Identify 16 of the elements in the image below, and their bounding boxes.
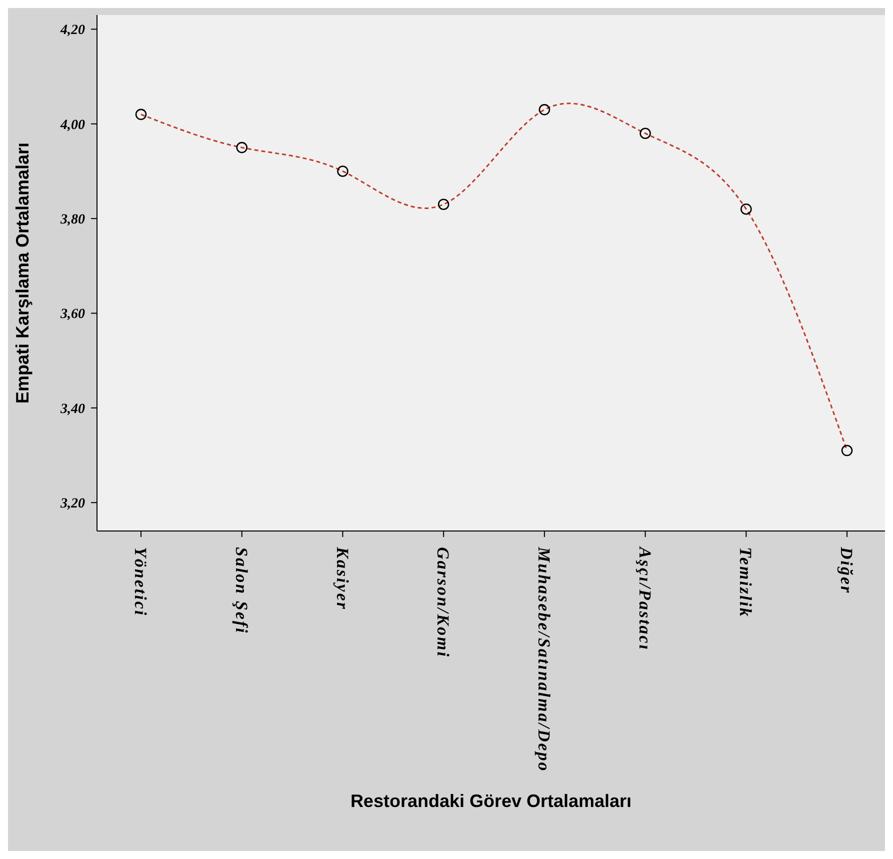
y-tick-label: 3,80 [60, 212, 85, 228]
x-tick-label: Muhasebe/Satınalma/Depo [534, 546, 554, 772]
y-tick-label: 3,60 [60, 307, 85, 322]
x-tick-label: Aşçı/Pastacı [635, 546, 654, 651]
y-tick-label: 4,20 [60, 23, 85, 38]
x-tick-label: Salon Şefi [232, 547, 251, 634]
y-tick-label: 3,40 [60, 402, 85, 417]
x-tick-label: Temizlik [736, 547, 756, 618]
x-tick-label: Kasiyer [332, 546, 352, 610]
y-tick-label: 3,20 [60, 496, 85, 512]
y-tick-label: 4,00 [60, 118, 85, 133]
x-tick-label: Diğer [837, 546, 856, 594]
x-tick-label: Yönetici [131, 547, 150, 617]
x-tick-label: Garson/Komi [434, 547, 453, 658]
x-axis-title: Restorandaki Görev Ortalamaları [350, 791, 632, 811]
y-axis-title: Empati Karşılama Ortalamaları [12, 142, 32, 404]
